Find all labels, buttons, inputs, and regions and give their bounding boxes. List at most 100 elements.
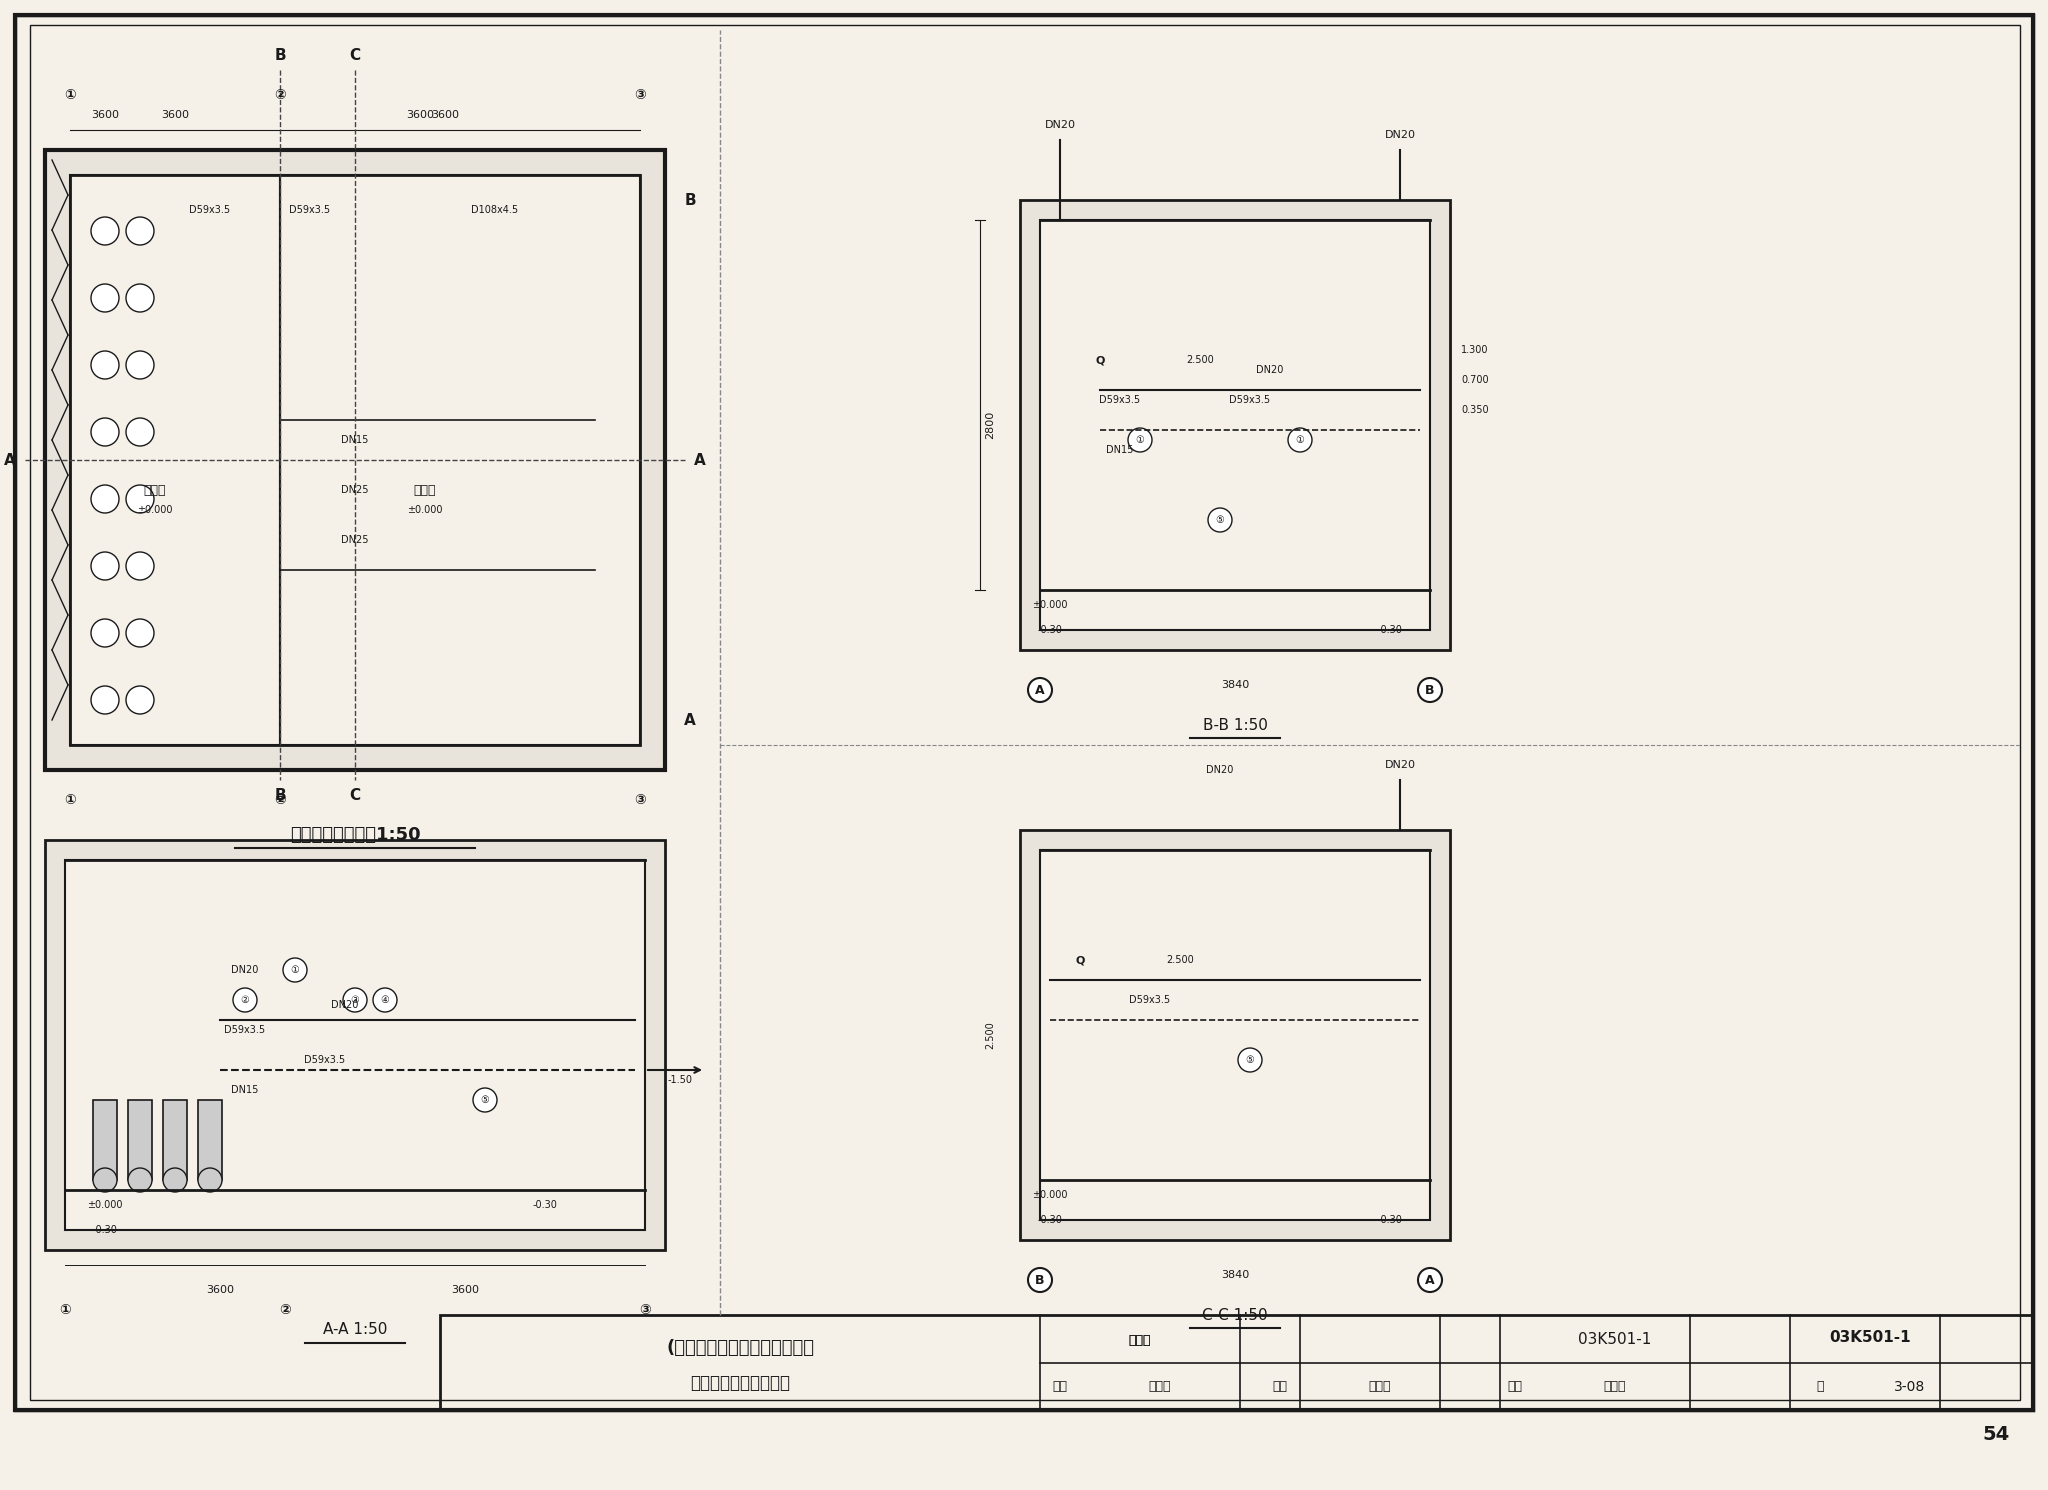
Text: DN15: DN15 — [231, 1085, 258, 1095]
Text: D59x3.5: D59x3.5 — [305, 1055, 346, 1065]
Circle shape — [233, 988, 256, 1012]
Text: 1.300: 1.300 — [1462, 346, 1489, 355]
Bar — [129, 1100, 152, 1180]
Circle shape — [90, 285, 119, 311]
Bar — [1020, 830, 1450, 1240]
Text: DN20: DN20 — [1206, 764, 1233, 775]
Text: B: B — [274, 48, 287, 63]
Text: ±0.000: ±0.000 — [88, 1199, 123, 1210]
Text: 气瓶间: 气瓶间 — [143, 483, 166, 496]
Circle shape — [129, 1168, 152, 1192]
Bar — [45, 150, 666, 770]
Circle shape — [1028, 1268, 1053, 1292]
Circle shape — [127, 419, 154, 446]
Circle shape — [90, 419, 119, 446]
Text: DN25: DN25 — [342, 535, 369, 545]
Text: 2.500: 2.500 — [1165, 955, 1194, 966]
Text: 3600: 3600 — [430, 110, 459, 121]
Text: DN20: DN20 — [1044, 121, 1075, 130]
Text: 2.500: 2.500 — [985, 1021, 995, 1049]
Text: 2800: 2800 — [985, 411, 995, 440]
Circle shape — [90, 218, 119, 244]
Text: 气瓶间、气化间大样图: 气瓶间、气化间大样图 — [690, 1374, 791, 1392]
Text: 3840: 3840 — [1221, 679, 1249, 690]
Circle shape — [127, 551, 154, 580]
Text: DN25: DN25 — [342, 486, 369, 495]
Text: DN15: DN15 — [342, 435, 369, 446]
Text: 3600: 3600 — [406, 110, 434, 121]
Text: ④: ④ — [381, 995, 389, 1004]
Circle shape — [1028, 678, 1053, 702]
Text: ③: ③ — [350, 995, 358, 1004]
Text: 3840: 3840 — [1221, 1269, 1249, 1280]
Text: A: A — [1425, 1274, 1436, 1286]
Text: 校对: 校对 — [1272, 1381, 1288, 1393]
Circle shape — [373, 988, 397, 1012]
Text: C: C — [350, 48, 360, 63]
Text: 2.500: 2.500 — [1186, 355, 1214, 365]
Text: A: A — [684, 712, 696, 727]
Text: ②: ② — [274, 793, 287, 808]
Text: D59x3.5: D59x3.5 — [1229, 395, 1270, 405]
Circle shape — [90, 551, 119, 580]
Text: ±0.000: ±0.000 — [137, 505, 172, 516]
Text: 设计: 设计 — [1507, 1381, 1522, 1393]
Circle shape — [90, 685, 119, 714]
Text: 3600: 3600 — [451, 1284, 479, 1295]
Text: 03K501-1: 03K501-1 — [1829, 1331, 1911, 1345]
Text: ±0.000: ±0.000 — [1032, 600, 1067, 609]
Text: 气化间: 气化间 — [414, 483, 436, 496]
Text: ⑤: ⑤ — [481, 1095, 489, 1106]
Circle shape — [1237, 1047, 1262, 1071]
Text: ①: ① — [291, 966, 299, 974]
Text: -1.50: -1.50 — [668, 1074, 692, 1085]
Text: ①: ① — [59, 1302, 72, 1317]
Text: 3-08: 3-08 — [1894, 1380, 1925, 1395]
Text: D59x3.5: D59x3.5 — [289, 206, 330, 215]
Circle shape — [90, 486, 119, 513]
Circle shape — [90, 352, 119, 378]
Text: 3600: 3600 — [90, 110, 119, 121]
Circle shape — [199, 1168, 221, 1192]
Circle shape — [1208, 508, 1233, 532]
Text: 胡卫卫: 胡卫卫 — [1368, 1381, 1391, 1393]
Text: -0.30: -0.30 — [92, 1225, 117, 1235]
Circle shape — [92, 1168, 117, 1192]
Circle shape — [127, 352, 154, 378]
Text: ①: ① — [63, 793, 76, 808]
Text: A: A — [694, 453, 707, 468]
Text: -0.30: -0.30 — [1038, 1214, 1063, 1225]
Text: 白小步: 白小步 — [1149, 1381, 1171, 1393]
Text: B: B — [684, 192, 696, 207]
Text: A: A — [4, 453, 16, 468]
Text: 图集号: 图集号 — [1128, 1334, 1151, 1347]
Text: ①: ① — [1137, 435, 1145, 446]
Bar — [92, 1100, 117, 1180]
Text: 0.700: 0.700 — [1460, 375, 1489, 384]
Text: B: B — [1034, 1274, 1044, 1286]
Bar — [281, 174, 641, 745]
Text: ③: ③ — [639, 1302, 651, 1317]
Text: -0.30: -0.30 — [1378, 1214, 1403, 1225]
Text: A-A 1:50: A-A 1:50 — [324, 1323, 387, 1338]
Text: 3600: 3600 — [162, 110, 188, 121]
Circle shape — [342, 988, 367, 1012]
Text: D59x3.5: D59x3.5 — [1100, 395, 1141, 405]
Circle shape — [90, 618, 119, 647]
Circle shape — [127, 685, 154, 714]
Text: DN15: DN15 — [1106, 446, 1135, 454]
Circle shape — [283, 958, 307, 982]
Text: ⑤: ⑤ — [1245, 1055, 1253, 1065]
Text: ±0.000: ±0.000 — [408, 505, 442, 516]
Text: 54: 54 — [1982, 1426, 2009, 1444]
Text: D108x4.5: D108x4.5 — [471, 206, 518, 215]
Circle shape — [127, 486, 154, 513]
Text: -0.30: -0.30 — [1038, 624, 1063, 635]
Text: C: C — [350, 788, 360, 803]
Text: 张蔚东: 张蔚东 — [1604, 1381, 1626, 1393]
Text: 图集号: 图集号 — [1128, 1334, 1151, 1347]
Text: D59x3.5: D59x3.5 — [1128, 995, 1171, 1004]
Bar — [164, 1100, 186, 1180]
Text: ⑤: ⑤ — [1217, 516, 1225, 524]
Text: ②: ② — [274, 88, 287, 101]
